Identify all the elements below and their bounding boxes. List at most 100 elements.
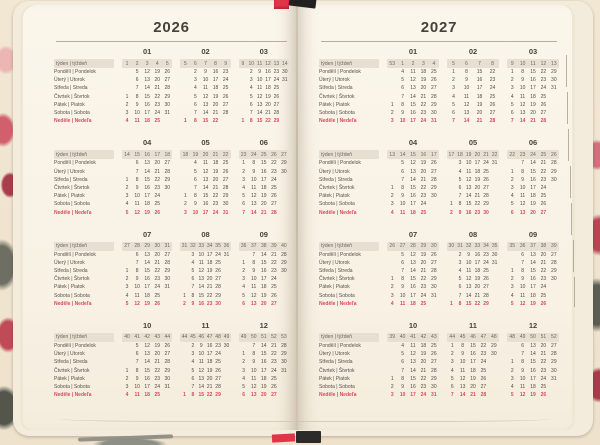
- day-cell: 14: [410, 367, 416, 374]
- day-cell: 21: [470, 392, 476, 399]
- day-cell: 17: [474, 259, 481, 266]
- day-cell: 14: [261, 343, 267, 350]
- week-number-cell: 36: [240, 243, 247, 250]
- month-week-numbers: 31 32 33 34 35 36: [180, 241, 231, 251]
- day-cell: 10: [250, 367, 257, 374]
- weekday-row: Neděle | Nedeľa 4 11 18 25 1 8 15 22 1 8 15 22 29: [54, 117, 289, 125]
- month-day-numbers: 1 8 15 22 29: [387, 275, 439, 283]
- day-cell: 27: [551, 343, 557, 350]
- week-header-label: týden | týždeň: [319, 150, 379, 160]
- month-day-numbers: 5 12 19 26: [122, 300, 172, 308]
- day-cell: 15: [144, 176, 150, 183]
- day-cell: 13: [144, 251, 150, 258]
- day-cell: 4: [125, 392, 129, 399]
- month-week-numbers: 9 10 11 12 13 14: [238, 59, 289, 68]
- day-cell: 13: [256, 101, 263, 108]
- day-cell: 6: [135, 351, 139, 358]
- day-cell: 22: [420, 276, 427, 283]
- month-labels-row: 04 05 06: [54, 138, 289, 150]
- day-cell: 16: [530, 367, 536, 374]
- weekday-row: Pátek | Piatok 2 9 16 23 30 6 13 20 27 4 11 18 25: [54, 375, 289, 383]
- month-labels-row: 04 05 06: [319, 138, 559, 150]
- day-cell: 31: [431, 292, 437, 299]
- week-number-cell: 19: [465, 151, 472, 158]
- day-cell: 13: [465, 184, 472, 191]
- day-cell: 28: [164, 85, 171, 92]
- month-day-numbers: 6 13 20 27: [507, 251, 559, 259]
- week-number-cell: 30: [154, 243, 160, 250]
- day-cell: 10: [519, 184, 526, 191]
- month-number-label: 02: [201, 47, 210, 56]
- weekday-row: Úterý | Utorok 6 13 20 27 3 10 17 24 1 8 15 22 29: [54, 350, 289, 358]
- day-cell: 3: [390, 118, 394, 125]
- day-cell: 29: [551, 268, 557, 275]
- month-day-numbers: 1 8 15 22 29: [122, 267, 172, 275]
- month-day-numbers: 2 9 16 23 30: [122, 375, 172, 383]
- weekday-row: Čtvrtek | Štvrtok 7 14 21 28 4 11 18 25 2 9 16 23 30: [319, 367, 559, 375]
- day-cell: 9: [135, 101, 139, 108]
- day-cell: 11: [198, 259, 204, 266]
- day-cell: 27: [431, 259, 437, 266]
- week-number-cell: 28: [134, 243, 140, 250]
- day-cell: 27: [483, 184, 489, 191]
- day-cell: 12: [198, 367, 205, 374]
- day-cell: 8: [135, 176, 139, 183]
- day-cell: 15: [198, 292, 205, 299]
- day-cell: 1: [242, 351, 246, 358]
- month-day-numbers: 6 13 20 27: [239, 200, 289, 208]
- day-cell: 21: [206, 383, 213, 390]
- day-cell: 18: [530, 292, 536, 299]
- day-cell: 2: [183, 300, 186, 307]
- week-number-cell: 26: [271, 151, 277, 158]
- day-cell: 14: [530, 160, 536, 167]
- day-cell: 18: [144, 201, 150, 208]
- week-number-cell: 32: [190, 243, 196, 250]
- weekday-label: Úterý | Utorok: [319, 259, 350, 266]
- month-week-numbers: 44 45 46 47 48 49: [180, 332, 231, 342]
- day-cell: 29: [164, 268, 171, 275]
- day-cell: 10: [134, 110, 140, 117]
- day-cell: 11: [520, 383, 526, 390]
- day-cell: 28: [540, 118, 547, 125]
- month-day-numbers: 5 12 19 26: [507, 101, 559, 109]
- day-cell: 16: [265, 69, 271, 76]
- day-cell: 3: [242, 367, 246, 374]
- month-number-label: 07: [408, 229, 418, 239]
- day-cell: 12: [410, 351, 416, 358]
- month-labels-row: 10 11 12: [319, 321, 559, 333]
- week-number-cell: 14: [282, 60, 288, 67]
- day-cell: 4: [510, 292, 514, 299]
- day-cell: 14: [256, 110, 263, 117]
- day-cell: 14: [144, 168, 150, 175]
- month-number-label: 08: [468, 229, 478, 239]
- day-cell: 18: [470, 367, 476, 374]
- calendar-quarter-group: 04 05 06 týden | týždeň 13 14 15 16 17 17 18 19 20 21…: [319, 138, 559, 216]
- day-cell: 18: [206, 359, 213, 366]
- day-cell: 11: [410, 69, 416, 76]
- weekday-row: Středa | Streda 7 14 21 28 4 11 18 25 2 9 16 23 30: [54, 358, 289, 366]
- month-day-numbers: 4 11 18 25: [122, 292, 172, 300]
- day-cell: 19: [154, 69, 160, 76]
- day-cell: 19: [144, 300, 150, 307]
- day-cell: 18: [530, 93, 536, 100]
- day-cell: 30: [431, 383, 437, 390]
- day-cell: 23: [154, 375, 160, 382]
- day-cell: 27: [431, 359, 437, 366]
- weekday-label: Úterý | Utorok: [54, 351, 85, 358]
- day-cell: 1: [449, 300, 453, 307]
- day-cell: 27: [551, 251, 557, 258]
- weekday-row: Pondělí | Pondelok 6 13 20 27 4 11 18 25 1 8 15 22 29: [54, 159, 289, 167]
- month-number-label: 03: [528, 47, 538, 56]
- weekday-row: Pátek | Piatok 1 8 15 22 29 5 12 19 26 3 10 17 24 31: [319, 375, 559, 383]
- day-cell: 21: [540, 259, 547, 266]
- day-cell: 8: [135, 268, 139, 275]
- day-cell: 27: [273, 101, 280, 108]
- day-cell: 12: [465, 176, 472, 183]
- day-cell: 23: [540, 276, 547, 283]
- week-number-cell: 7: [478, 60, 481, 67]
- day-cell: 25: [431, 343, 437, 350]
- day-cell: 14: [261, 251, 267, 258]
- day-cell: 25: [540, 93, 547, 100]
- day-cell: 3: [191, 251, 195, 258]
- day-cell: 27: [222, 101, 229, 108]
